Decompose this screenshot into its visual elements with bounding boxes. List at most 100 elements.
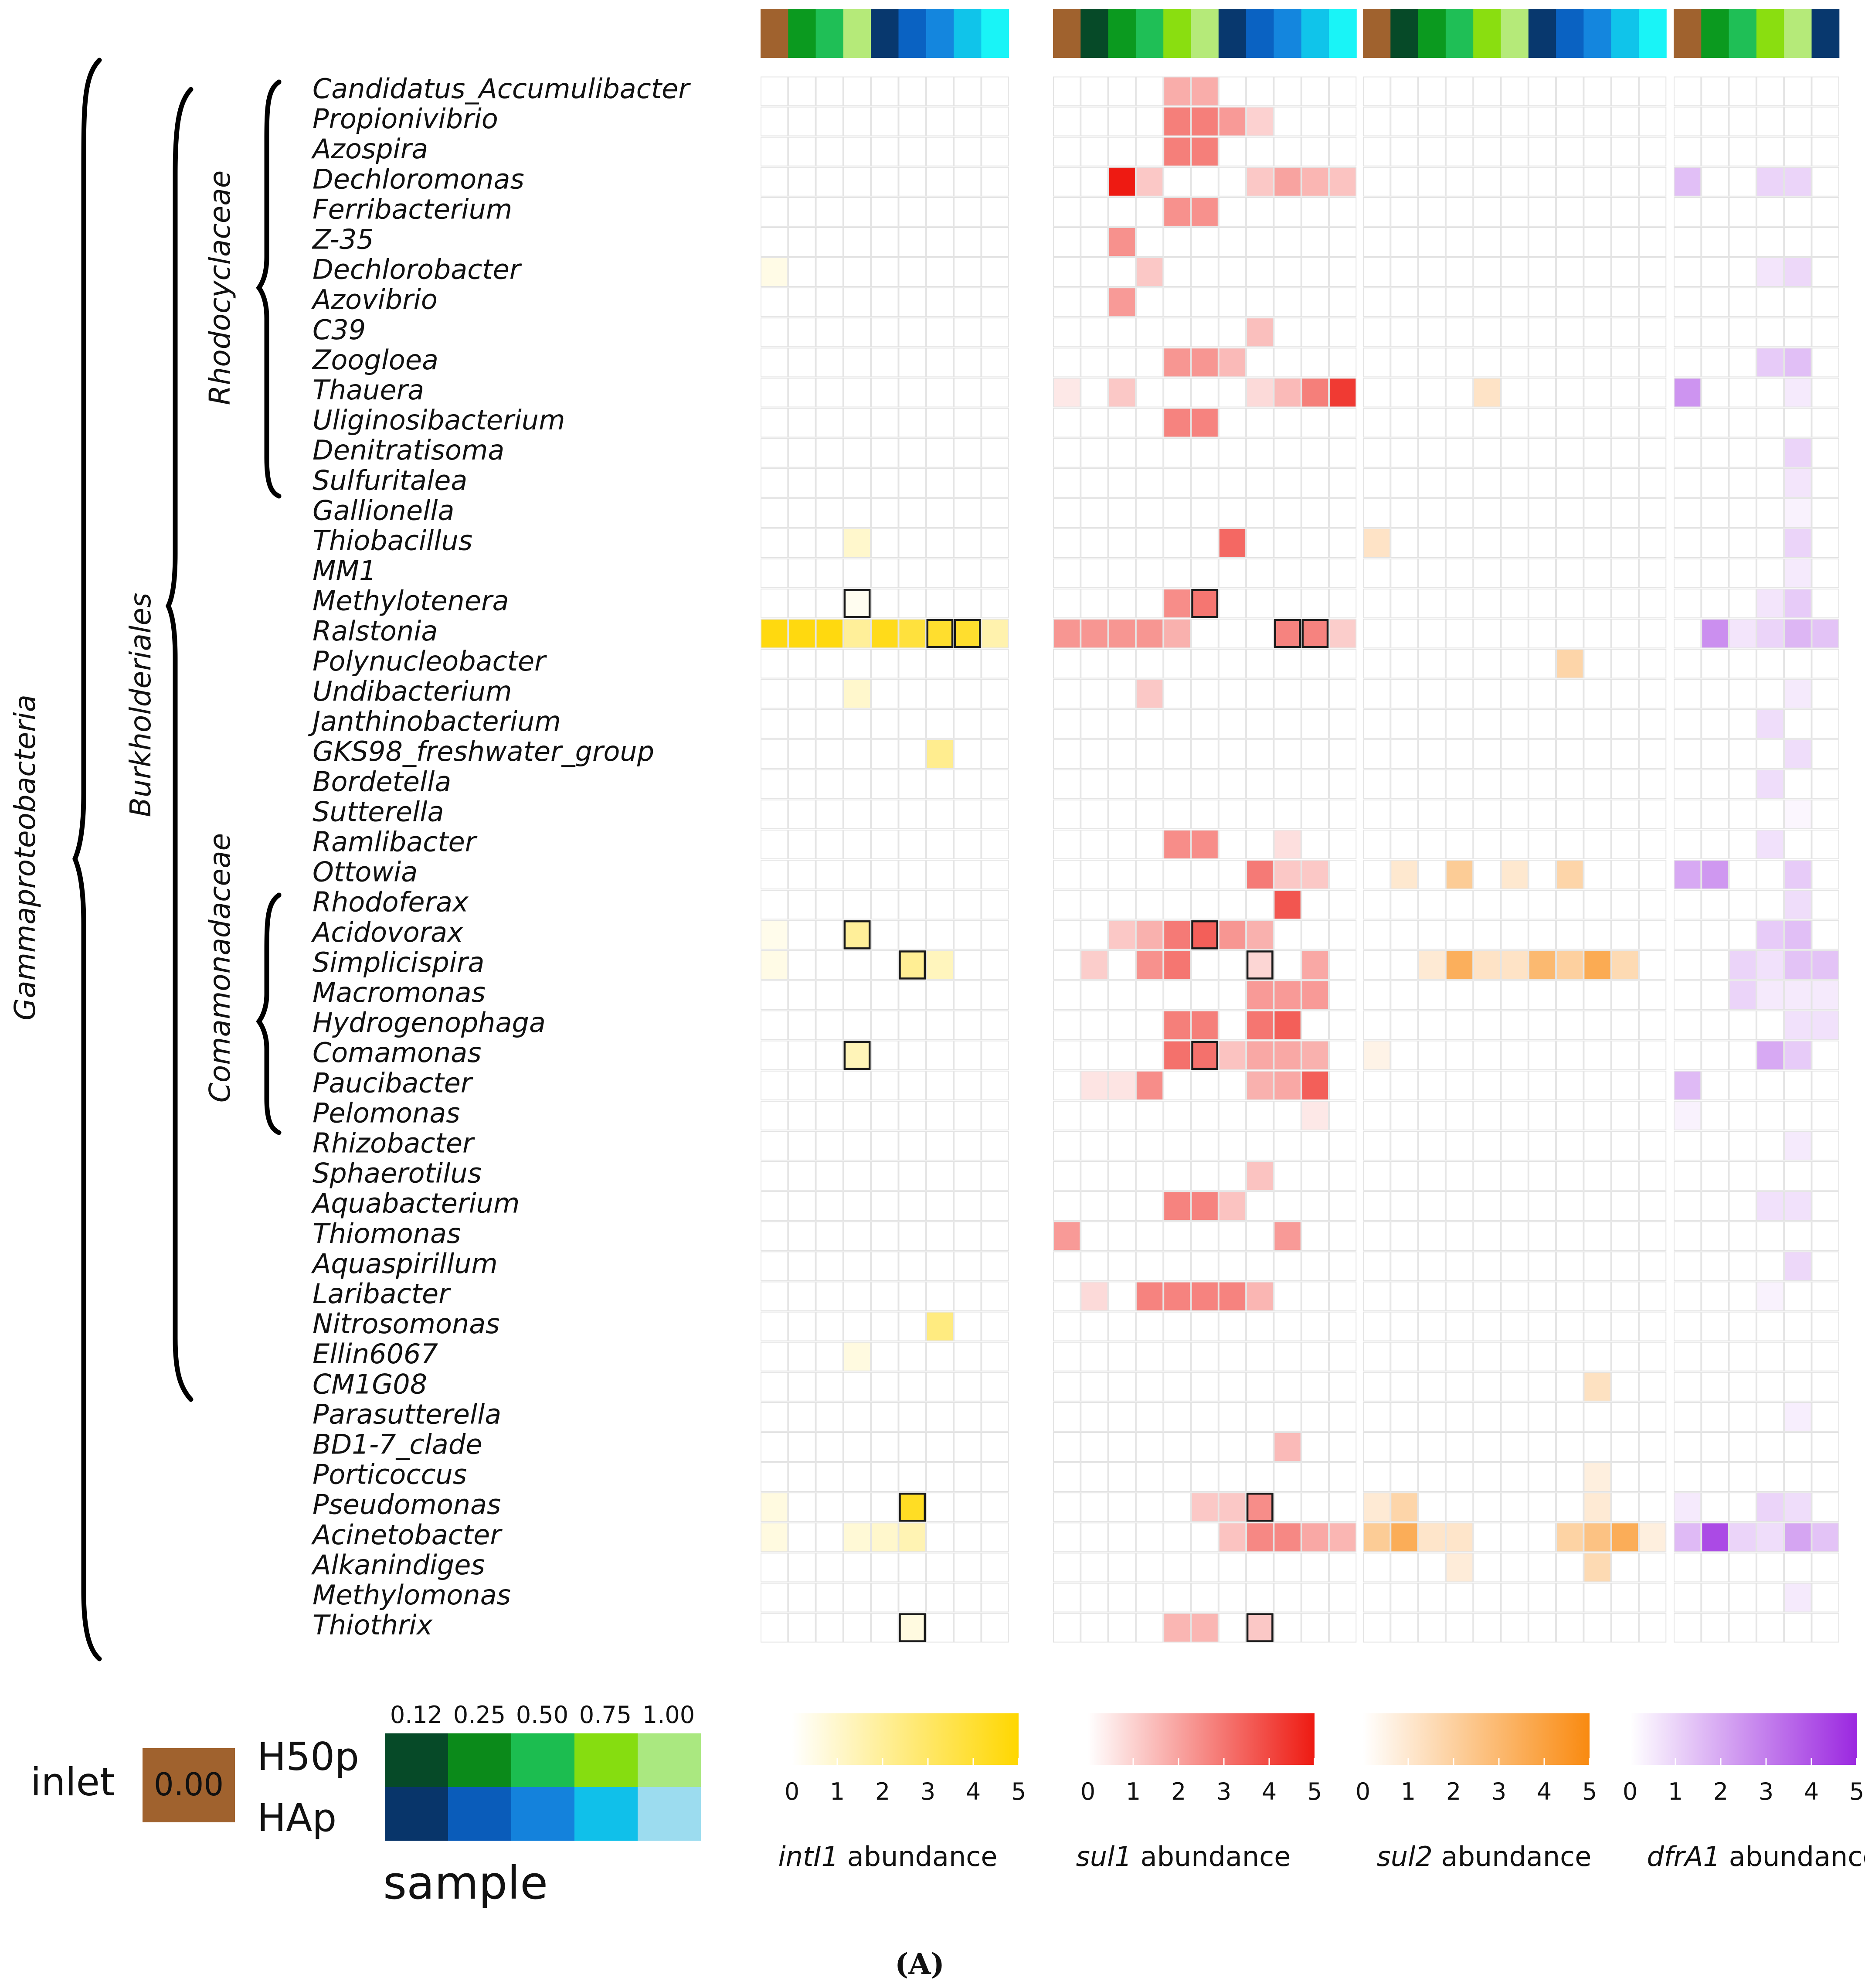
heatmap-cell	[1080, 528, 1108, 558]
heatmap-cell	[843, 589, 871, 619]
heatmap-cell	[1611, 1311, 1639, 1341]
heatmap-cell	[1473, 1462, 1501, 1492]
heatmap-cell	[1501, 1010, 1529, 1040]
heatmap-cell	[1611, 528, 1639, 558]
heatmap-cell	[1784, 589, 1812, 619]
heatmap-cell	[1701, 860, 1729, 890]
heatmap-cell	[1246, 1432, 1274, 1462]
heatmap-cell	[1784, 830, 1812, 859]
heatmap-cell	[1473, 1161, 1501, 1191]
heatmap-cell	[1218, 1341, 1247, 1372]
heatmap-cell	[1301, 830, 1329, 859]
heatmap-cell	[1390, 1010, 1418, 1040]
heatmap-cell	[1473, 1583, 1501, 1613]
heatmap-cell	[1528, 1191, 1556, 1221]
heatmap-cell	[981, 1131, 1009, 1161]
heatmap-cell	[1418, 1341, 1446, 1372]
highlight-box	[1301, 619, 1329, 648]
heatmap-cell	[1163, 1040, 1191, 1070]
heatmap-cell	[1756, 136, 1784, 167]
heatmap-cell	[1556, 619, 1584, 649]
heatmap-cell	[1080, 799, 1108, 829]
heatmap-cell	[843, 1131, 871, 1161]
genus-label: Undibacterium	[313, 675, 512, 707]
heatmap-cell	[981, 1221, 1009, 1251]
heatmap-cell	[871, 619, 899, 649]
heatmap-cell	[1674, 317, 1702, 347]
heatmap-cell	[1528, 1221, 1556, 1251]
heatmap-cell	[898, 1010, 926, 1040]
heatmap-cell	[926, 679, 954, 709]
heatmap-cell	[1274, 167, 1301, 197]
heatmap-cell	[1639, 1462, 1667, 1492]
heatmap-cell	[1674, 1341, 1702, 1372]
heatmap-cell	[1701, 980, 1729, 1010]
order-bracket	[165, 87, 194, 1402]
heatmap-cell	[871, 1432, 899, 1462]
heatmap-cell	[954, 1552, 982, 1583]
heatmap-cell	[788, 799, 816, 829]
heatmap-cell	[1501, 1281, 1529, 1311]
heatmap-cell	[1445, 980, 1474, 1010]
heatmap-cell	[926, 197, 954, 227]
heatmap-cell	[1756, 589, 1784, 619]
heatmap-cell	[1218, 1191, 1247, 1221]
heatmap-cell	[1784, 1492, 1812, 1522]
heatmap-cell	[1556, 287, 1584, 317]
genus-label: Ramlibacter	[313, 826, 478, 858]
heatmap-cell	[1218, 890, 1247, 920]
heatmap-cell	[898, 528, 926, 558]
heatmap-cell	[954, 136, 982, 167]
heatmap-cell	[1329, 1191, 1357, 1221]
heatmap-cell	[1274, 1161, 1301, 1191]
sample-strip-cell	[981, 9, 1009, 58]
heatmap-cell	[1473, 649, 1501, 679]
heatmap-cell	[1611, 1583, 1639, 1613]
heatmap-cell	[1080, 769, 1108, 799]
heatmap-cell	[1301, 860, 1329, 890]
heatmap-cell	[1701, 890, 1729, 920]
heatmap-cell	[981, 287, 1009, 317]
sample-strip-cell	[788, 9, 816, 58]
heatmap-cell	[1445, 1281, 1474, 1311]
heatmap-cell	[843, 1522, 871, 1552]
heatmap-cell	[1674, 890, 1702, 920]
heatmap-cell	[981, 167, 1009, 197]
heatmap-cell	[1191, 619, 1219, 649]
heatmap-cell	[1246, 76, 1274, 106]
heatmap-cell	[1583, 227, 1611, 257]
heatmap-cell	[1163, 860, 1191, 890]
legend-swatch	[638, 1733, 701, 1787]
heatmap-cell	[1390, 980, 1418, 1010]
heatmap-cell	[1473, 378, 1501, 408]
heatmap-cell	[1390, 1311, 1418, 1341]
sample-strip-cell	[1784, 9, 1812, 58]
colorbar-tick-label: 4	[966, 1778, 981, 1805]
heatmap-cell	[1246, 920, 1274, 950]
heatmap-cell	[1363, 197, 1391, 227]
heatmap-cell	[981, 1040, 1009, 1070]
heatmap-cell	[1556, 1100, 1584, 1130]
heatmap-cell	[1390, 1251, 1418, 1281]
heatmap-cell	[1473, 347, 1501, 378]
heatmap-cell	[1611, 950, 1639, 980]
heatmap-cell	[1218, 317, 1247, 347]
heatmap-cell	[1501, 1221, 1529, 1251]
heatmap-cell	[1729, 76, 1756, 106]
heatmap-cell	[1390, 739, 1418, 769]
heatmap-cell	[926, 498, 954, 528]
heatmap-cell	[1390, 1341, 1418, 1372]
heatmap-cell	[1611, 1552, 1639, 1583]
heatmap-cell	[1301, 1583, 1329, 1613]
heatmap-cell	[1639, 408, 1667, 438]
heatmap-cell	[1363, 106, 1391, 136]
heatmap-cell	[1135, 1281, 1164, 1311]
colorbar-tick-label: 2	[1446, 1778, 1461, 1805]
heatmap-cell	[815, 980, 843, 1010]
heatmap-cell	[1756, 1552, 1784, 1583]
heatmap-cell	[1329, 769, 1357, 799]
heatmap-cell	[1674, 136, 1702, 167]
heatmap-cell	[1701, 1191, 1729, 1221]
heatmap-cell	[1445, 76, 1474, 106]
heatmap-cell	[1556, 1341, 1584, 1372]
